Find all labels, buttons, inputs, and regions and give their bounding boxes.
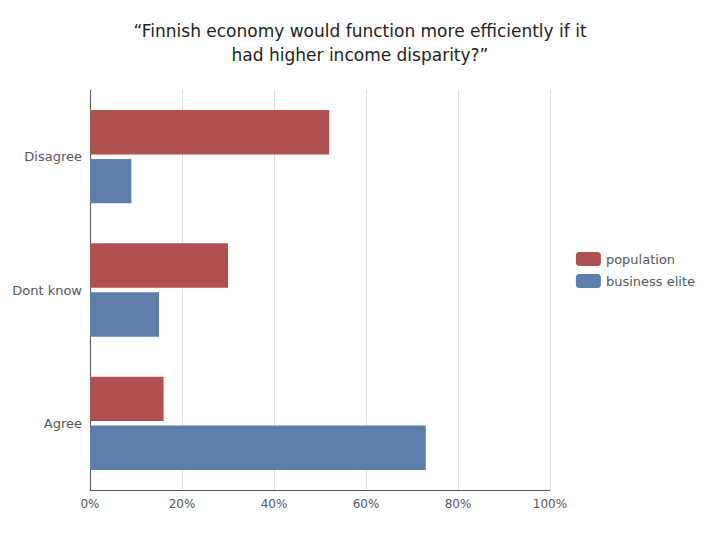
svg-text:Dont know: Dont know xyxy=(12,283,82,298)
svg-text:Disagree: Disagree xyxy=(24,149,82,164)
svg-text:“Finnish economy would functio: “Finnish economy would function more eff… xyxy=(133,21,586,41)
svg-text:40%: 40% xyxy=(261,497,288,511)
svg-text:Agree: Agree xyxy=(44,416,82,431)
svg-text:20%: 20% xyxy=(169,497,196,511)
svg-text:0%: 0% xyxy=(80,497,99,511)
svg-text:100%: 100% xyxy=(533,497,567,511)
svg-text:60%: 60% xyxy=(353,497,380,511)
svg-text:business elite: business elite xyxy=(606,274,695,289)
svg-text:had higher income disparity?”: had higher income disparity?” xyxy=(232,45,489,65)
svg-text:80%: 80% xyxy=(445,497,472,511)
svg-text:population: population xyxy=(606,252,675,267)
